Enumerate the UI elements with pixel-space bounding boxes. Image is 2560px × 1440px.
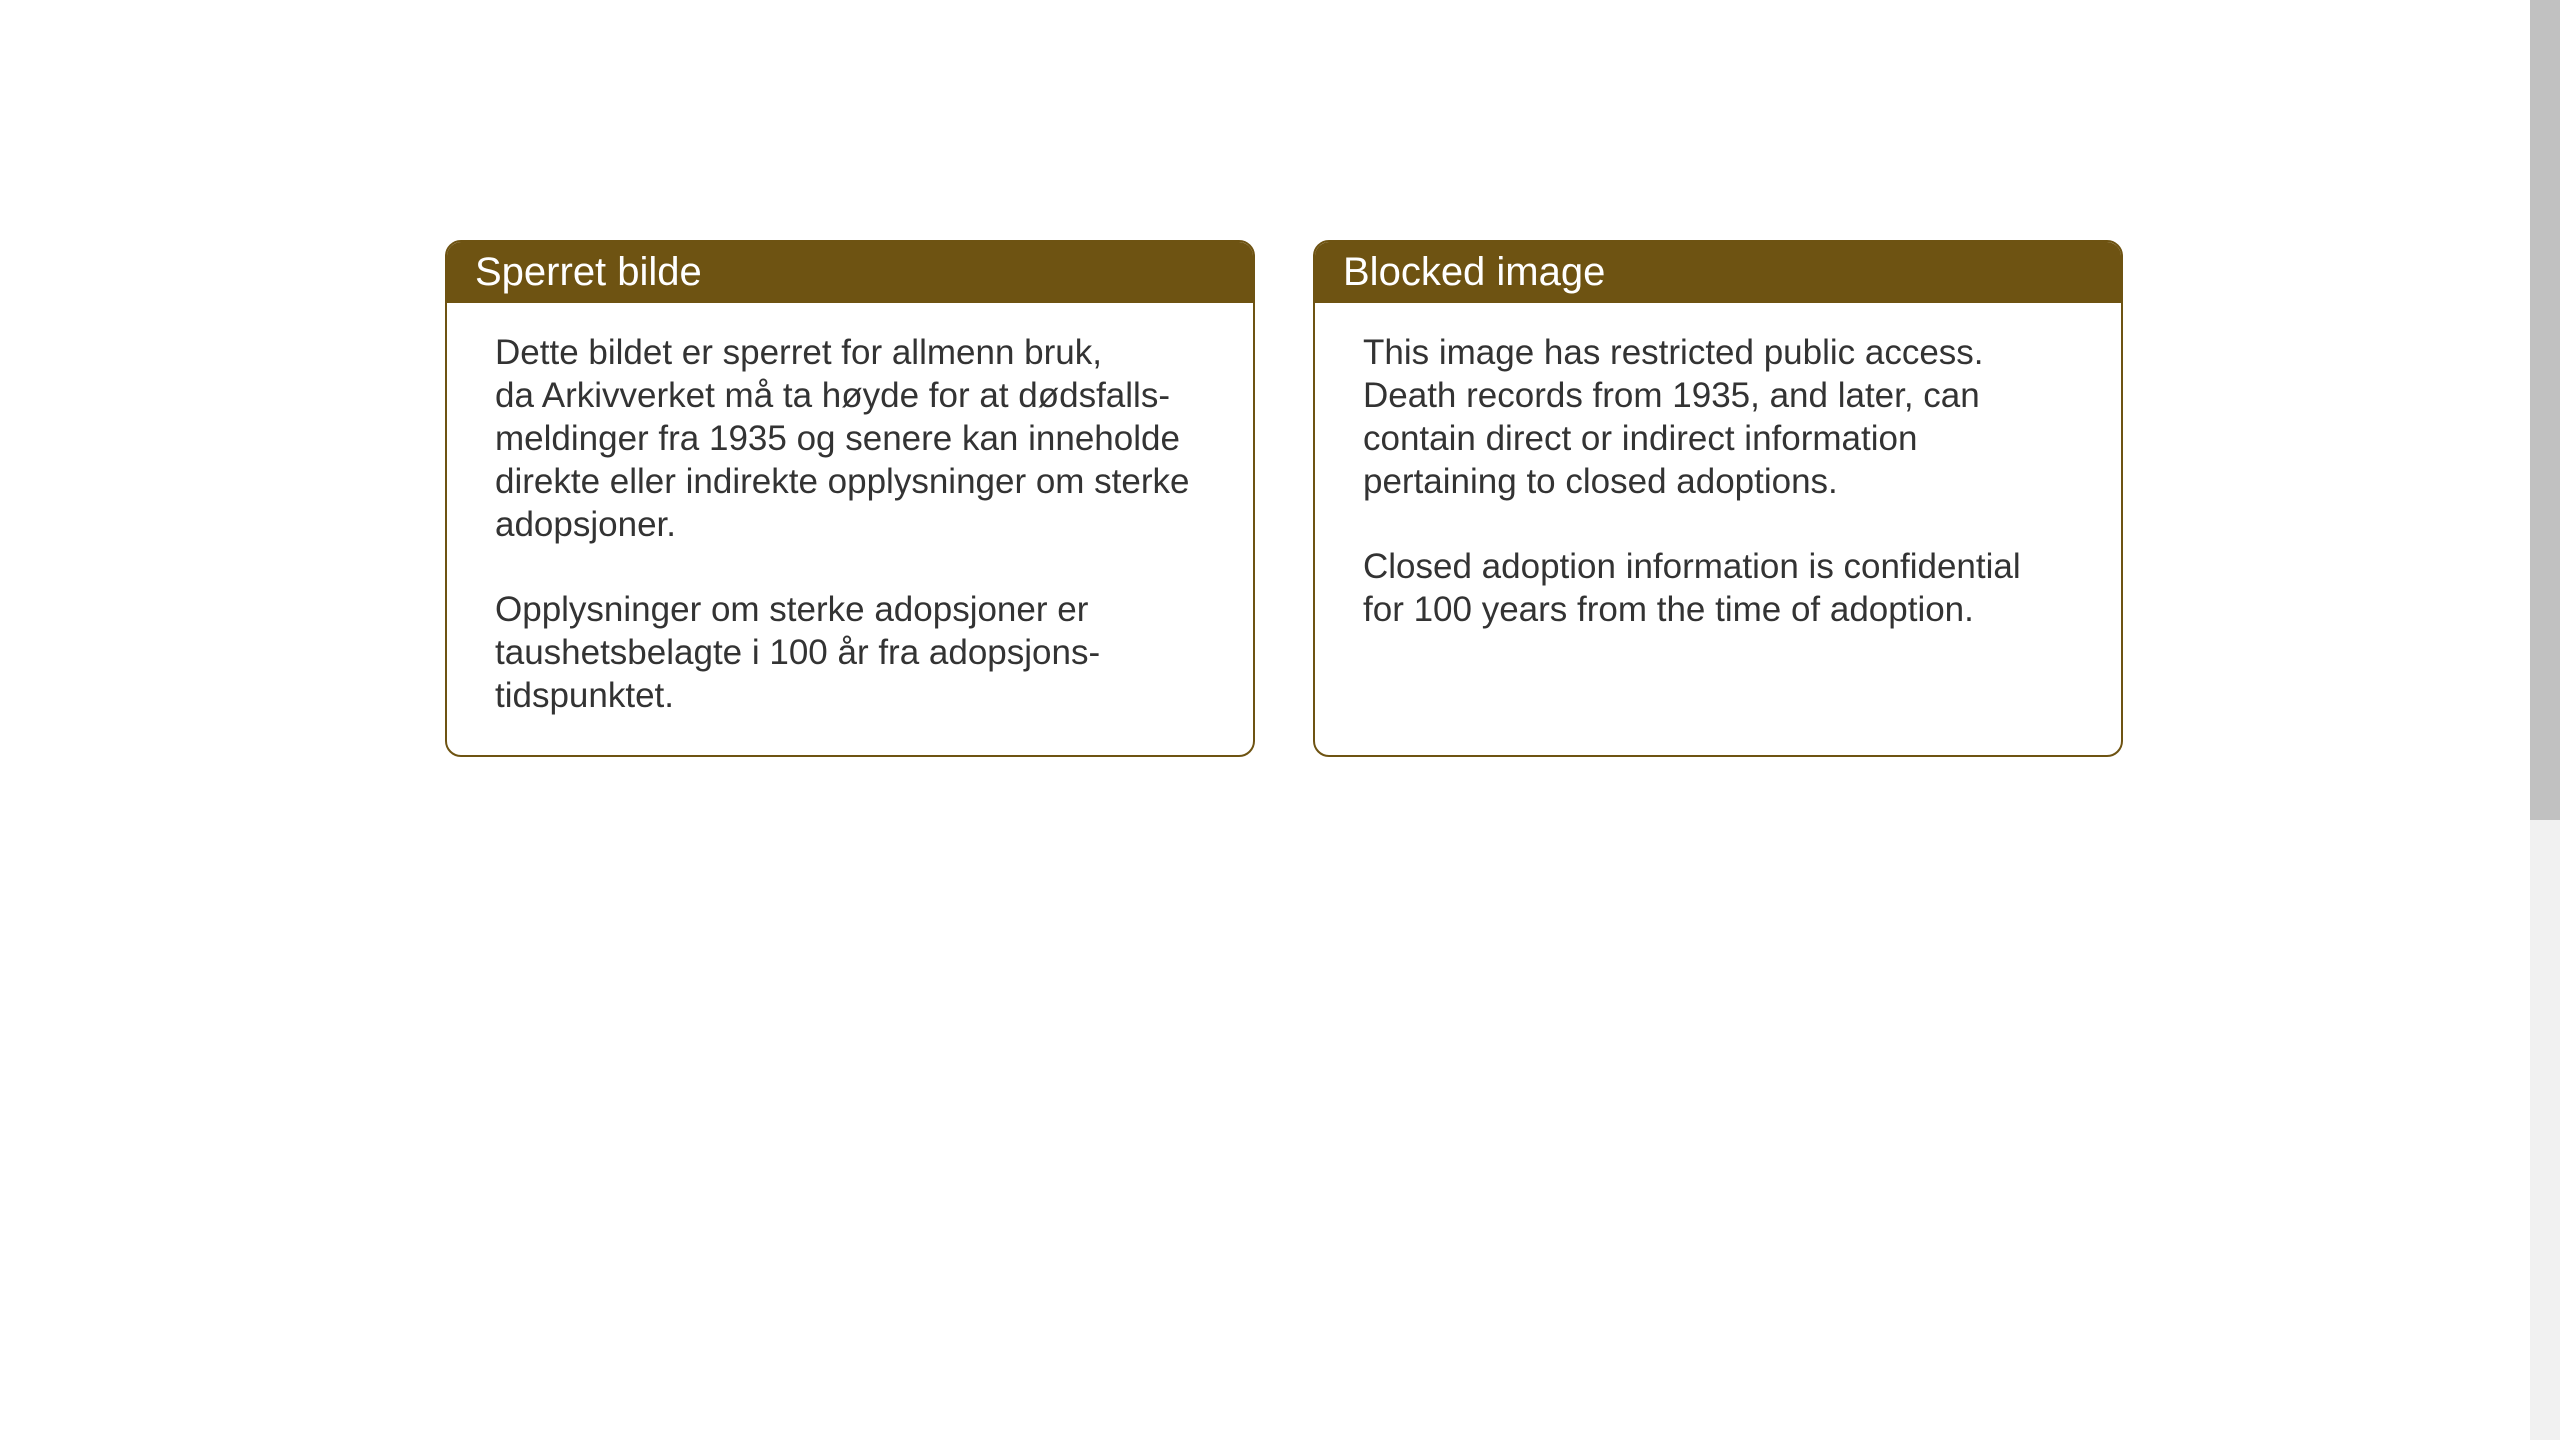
- notice-body-norwegian: Dette bildet er sperret for allmenn bruk…: [447, 303, 1253, 755]
- notice-paragraph-1-norwegian: Dette bildet er sperret for allmenn bruk…: [495, 331, 1205, 546]
- notice-paragraph-1-english: This image has restricted public access.…: [1363, 331, 2073, 503]
- notice-body-english: This image has restricted public access.…: [1315, 303, 2121, 669]
- scrollbar-track[interactable]: [2530, 0, 2560, 1440]
- notice-header-norwegian: Sperret bilde: [447, 242, 1253, 303]
- notice-paragraph-2-norwegian: Opplysninger om sterke adopsjoner er tau…: [495, 588, 1205, 717]
- notice-card-norwegian: Sperret bilde Dette bildet er sperret fo…: [445, 240, 1255, 757]
- notice-container: Sperret bilde Dette bildet er sperret fo…: [445, 240, 2123, 757]
- notice-card-english: Blocked image This image has restricted …: [1313, 240, 2123, 757]
- scrollbar-thumb[interactable]: [2530, 0, 2560, 820]
- notice-header-english: Blocked image: [1315, 242, 2121, 303]
- notice-paragraph-2-english: Closed adoption information is confident…: [1363, 545, 2073, 631]
